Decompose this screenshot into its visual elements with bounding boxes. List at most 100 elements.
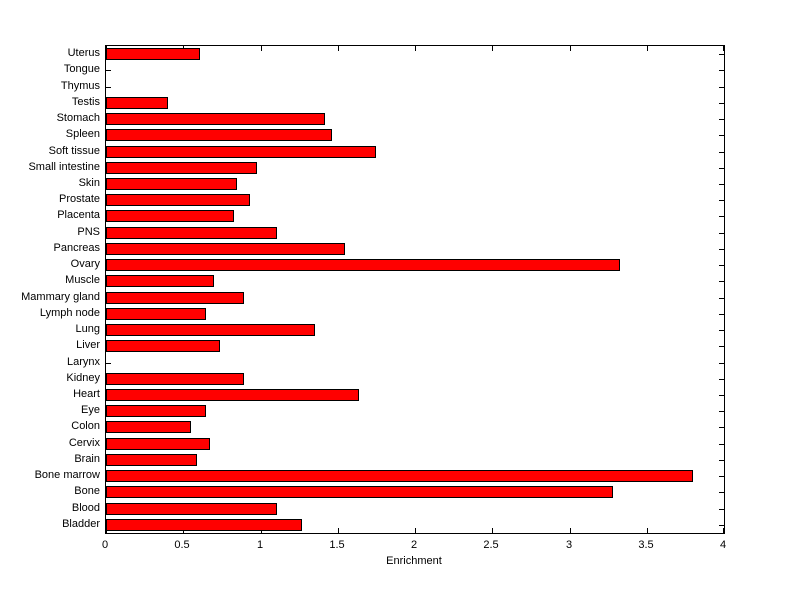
y-tick-label-colon: Colon [71,420,100,432]
bar-kidney [106,373,244,385]
y-tick-mark-left [106,363,111,364]
plot-area [105,45,725,534]
x-tick-label: 0.5 [174,539,190,551]
bar-placenta [106,210,234,222]
bar-lymph-node [106,308,206,320]
y-tick-mark-right [719,54,724,55]
bar-ovary [106,259,620,271]
y-tick-label-liver: Liver [76,339,100,351]
y-tick-mark-right [719,525,724,526]
y-tick-label-pancreas: Pancreas [53,242,100,254]
y-tick-mark-right [719,281,724,282]
bar-bone [106,486,613,498]
bar-muscle [106,275,214,287]
y-tick-mark-right [719,103,724,104]
y-tick-mark-right [719,233,724,234]
x-tick-label: 3 [565,539,573,551]
bar-heart [106,389,359,401]
y-tick-label-placenta: Placenta [57,209,100,221]
y-tick-label-bone-marrow: Bone marrow [34,469,100,481]
x-tick-label: 1.5 [329,539,345,551]
y-tick-label-stomach: Stomach [56,112,100,124]
y-tick-mark-right [719,314,724,315]
x-tick-mark-top [723,46,724,51]
bar-colon [106,421,191,433]
x-tick-label: 4 [719,539,727,551]
y-tick-mark-left [106,70,111,71]
y-tick-mark-left [106,87,111,88]
y-tick-mark-right [719,298,724,299]
y-tick-label-tongue: Tongue [63,63,100,75]
bar-stomach [106,113,325,125]
bar-uterus [106,48,200,60]
bar-brain [106,454,197,466]
y-tick-mark-right [719,168,724,169]
y-tick-mark-right [719,509,724,510]
x-tick-mark-top [647,46,648,51]
y-tick-mark-right [719,135,724,136]
y-tick-label-soft-tissue: Soft tissue [48,145,100,157]
y-tick-mark-right [719,119,724,120]
y-tick-mark-right [719,492,724,493]
y-tick-mark-right [719,427,724,428]
x-axis-label: Enrichment [386,555,442,567]
bar-small-intestine [106,162,257,174]
bar-prostate [106,194,250,206]
y-tick-mark-right [719,216,724,217]
bar-mammary-gland [106,292,244,304]
x-tick-mark-top [261,46,262,51]
bar-testis [106,97,168,109]
y-tick-mark-right [719,476,724,477]
y-tick-label-prostate: Prostate [59,193,100,205]
y-tick-label-bone: Bone [74,485,100,497]
x-tick-label: 3.5 [638,539,654,551]
y-tick-mark-right [719,330,724,331]
y-tick-label-thymus: Thymus [60,80,100,92]
y-tick-mark-right [719,265,724,266]
y-tick-label-skin: Skin [78,177,100,189]
y-tick-mark-right [719,184,724,185]
y-tick-label-blood: Blood [71,502,100,514]
y-tick-label-uterus: Uterus [67,47,100,59]
y-tick-mark-right [719,249,724,250]
bar-spleen [106,129,332,141]
y-tick-mark-right [719,444,724,445]
y-tick-label-lymph-node: Lymph node [39,307,100,319]
y-tick-label-eye: Eye [81,404,100,416]
x-tick-mark-bottom [647,528,648,533]
bar-cervix [106,438,210,450]
bar-pancreas [106,243,345,255]
bar-pns [106,227,277,239]
bar-lung [106,324,315,336]
x-tick-mark-bottom [723,528,724,533]
y-tick-label-brain: Brain [74,453,100,465]
x-tick-mark-bottom [492,528,493,533]
bar-bladder [106,519,302,531]
y-tick-mark-right [719,363,724,364]
x-tick-label: 1 [256,539,264,551]
y-tick-label-heart: Heart [73,388,100,400]
bar-skin [106,178,237,190]
y-tick-label-muscle: Muscle [65,274,100,286]
x-tick-mark-bottom [338,528,339,533]
x-tick-mark-top [415,46,416,51]
x-tick-label: 2.5 [483,539,499,551]
y-tick-label-bladder: Bladder [62,518,100,530]
y-tick-label-lung: Lung [75,323,100,335]
x-tick-mark-top [492,46,493,51]
bar-eye [106,405,206,417]
x-tick-mark-bottom [415,528,416,533]
y-tick-label-larynx: Larynx [66,356,100,368]
y-tick-label-mammary-gland: Mammary gland [21,291,100,303]
x-tick-mark-top [338,46,339,51]
y-tick-mark-right [719,346,724,347]
y-tick-mark-right [719,87,724,88]
x-tick-label: 0 [101,539,109,551]
x-tick-mark-top [570,46,571,51]
x-tick-label: 2 [410,539,418,551]
x-tick-mark-bottom [570,528,571,533]
y-tick-mark-right [719,200,724,201]
y-tick-mark-right [719,379,724,380]
y-tick-label-spleen: Spleen [65,128,100,140]
